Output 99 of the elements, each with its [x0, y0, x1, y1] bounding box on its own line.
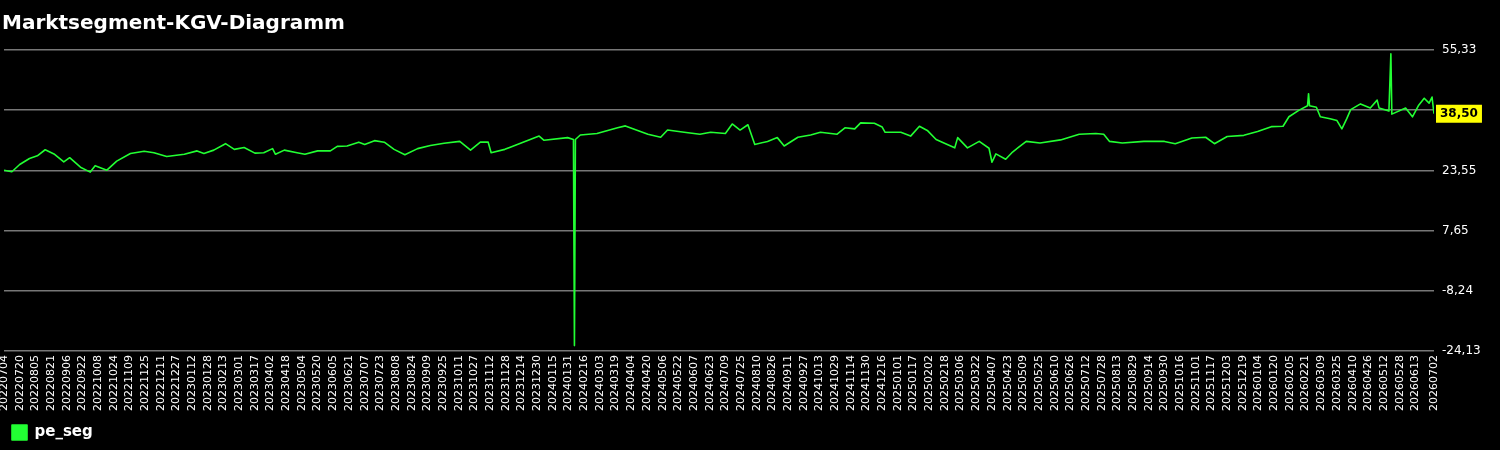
x-tick-label: 20250101: [890, 355, 904, 412]
x-tick-label: 20250626: [1063, 355, 1077, 412]
x-tick-label: 20231230: [530, 355, 544, 412]
x-tick-label: 20240810: [749, 355, 763, 412]
x-tick-label: 20220922: [75, 355, 89, 412]
x-tick-label: 20251117: [1204, 355, 1218, 412]
x-tick-label: 20230317: [247, 355, 261, 412]
x-tick-label: 20260426: [1361, 355, 1375, 412]
x-tick-label: 20230418: [279, 355, 293, 412]
x-tick-label: 20230909: [420, 355, 434, 412]
x-tick-label: 20230723: [373, 355, 387, 412]
x-tick-label: 20231112: [483, 355, 496, 412]
x-tick-label: 20230621: [341, 355, 355, 412]
x-tick-label: 20230824: [404, 355, 418, 412]
x-tick-label: 20240725: [733, 355, 747, 412]
x-tick-label: 20230504: [294, 355, 308, 412]
x-tick-label: 20220906: [59, 355, 73, 412]
x-tick-label: 20221211: [153, 355, 167, 412]
x-tick-label: 20231128: [498, 355, 512, 412]
x-tick-label: 20250829: [1125, 355, 1139, 412]
x-tick-label: 20260528: [1392, 355, 1406, 412]
x-tick-label: 20250728: [1094, 355, 1108, 412]
x-tick-label: 20250509: [1016, 355, 1030, 412]
x-tick-label: 20240420: [639, 355, 653, 412]
x-tick-label: 20241216: [875, 355, 889, 412]
x-tick-label: 20240709: [718, 355, 732, 412]
x-tick-label: 20221125: [138, 355, 151, 412]
x-tick-label: 20250813: [1110, 355, 1124, 412]
x-tick-label: 20230213: [216, 355, 230, 412]
x-tick-label: 20240216: [577, 355, 591, 412]
x-tick-label: 20240319: [608, 355, 622, 412]
x-tick-label: 20250712: [1078, 355, 1092, 412]
x-tick-label: 20260104: [1251, 355, 1265, 412]
x-tick-label: 20260702: [1426, 355, 1440, 412]
x-tick-label: 20250202: [922, 355, 936, 412]
x-tick-label: 20220720: [12, 355, 26, 412]
x-tick-label: 20220821: [43, 355, 57, 412]
x-tick-label: 20260120: [1267, 355, 1281, 412]
x-tick-label: 20240826: [765, 355, 779, 412]
x-tick-label: 20240623: [702, 355, 716, 412]
x-tick-label: 20260325: [1329, 355, 1343, 412]
x-tick-label: 20250306: [953, 355, 967, 412]
x-tick-label: 20231011: [451, 355, 465, 412]
x-tick-label: 20260512: [1376, 355, 1390, 412]
x-tick-label: 20240522: [671, 355, 685, 412]
x-tick-label: 20240303: [592, 355, 606, 412]
x-tick-label: 20240506: [655, 355, 669, 412]
x-tick-label: 20260410: [1345, 355, 1359, 412]
x-tick-label: 20230301: [232, 355, 246, 412]
x-tick-label: 20250218: [937, 355, 951, 412]
x-tick-label: 20231214: [514, 355, 528, 412]
x-tick-label: 20251219: [1235, 355, 1249, 412]
x-tick-label: 20220805: [28, 355, 42, 412]
x-tick-label: 20241013: [812, 355, 826, 412]
legend-label: pe_seg: [34, 422, 93, 441]
x-tick-label: 20221024: [106, 355, 120, 412]
x-tick-label: 20240911: [780, 355, 794, 412]
x-tick-label: 20230925: [435, 355, 449, 412]
x-tick-label: 20250525: [1031, 355, 1045, 412]
x-tick-label: 20250610: [1047, 355, 1061, 412]
x-tick-label: 20251101: [1188, 355, 1202, 412]
x-tick-label: 20241130: [859, 355, 873, 412]
x-tick-label: 20250407: [984, 355, 998, 412]
x-tick-label: 20230808: [388, 355, 402, 412]
x-tick-label: 20250423: [1000, 355, 1014, 412]
x-tick-label: 20241114: [843, 355, 857, 412]
x-tick-label: 20240131: [561, 355, 575, 412]
y-tick-label: 23,55: [1442, 162, 1477, 177]
x-tick-label: 20230112: [185, 355, 199, 412]
x-tick-label: 20230707: [357, 355, 371, 412]
x-tick-label: 20241029: [828, 355, 841, 412]
x-tick-label: 20260309: [1314, 355, 1328, 412]
x-tick-label: 20260205: [1282, 355, 1296, 412]
y-tick-label: -24,13: [1442, 343, 1481, 358]
x-tick-label: 20221109: [122, 355, 136, 412]
x-tick-label: 20240927: [796, 355, 810, 412]
y-tick-label: 7,65: [1442, 222, 1469, 237]
x-tick-label: 20250930: [1157, 355, 1171, 412]
x-tick-label: 20230520: [310, 355, 324, 412]
chart-title: Marktsegment-KGV-Diagramm: [2, 10, 345, 35]
x-tick-label: 20250322: [969, 355, 983, 412]
x-tick-label: 20240607: [686, 355, 700, 412]
x-tick-label: 20240404: [624, 355, 638, 412]
x-tick-label: 20251016: [1173, 355, 1187, 412]
x-tick-label: 20230605: [326, 355, 340, 412]
x-tick-label: 20221227: [169, 355, 183, 412]
x-tick-label: 20260613: [1408, 355, 1422, 412]
x-tick-label: 20250914: [1141, 355, 1155, 412]
x-tick-label: 20230402: [263, 355, 277, 412]
x-tick-label: 20221008: [90, 355, 104, 412]
x-tick-label: 20240115: [545, 355, 559, 412]
annotation: 38,50: [1440, 105, 1478, 120]
y-tick-label: -8,24: [1442, 282, 1474, 297]
x-tick-label: 20230128: [200, 355, 214, 412]
x-tick-label: 20250117: [906, 355, 920, 412]
y-tick-label: 55,33: [1442, 42, 1477, 57]
x-tick-label: 20251203: [1220, 355, 1234, 412]
x-tick-label: 20231027: [467, 355, 481, 412]
x-tick-label: 20260221: [1298, 355, 1312, 412]
